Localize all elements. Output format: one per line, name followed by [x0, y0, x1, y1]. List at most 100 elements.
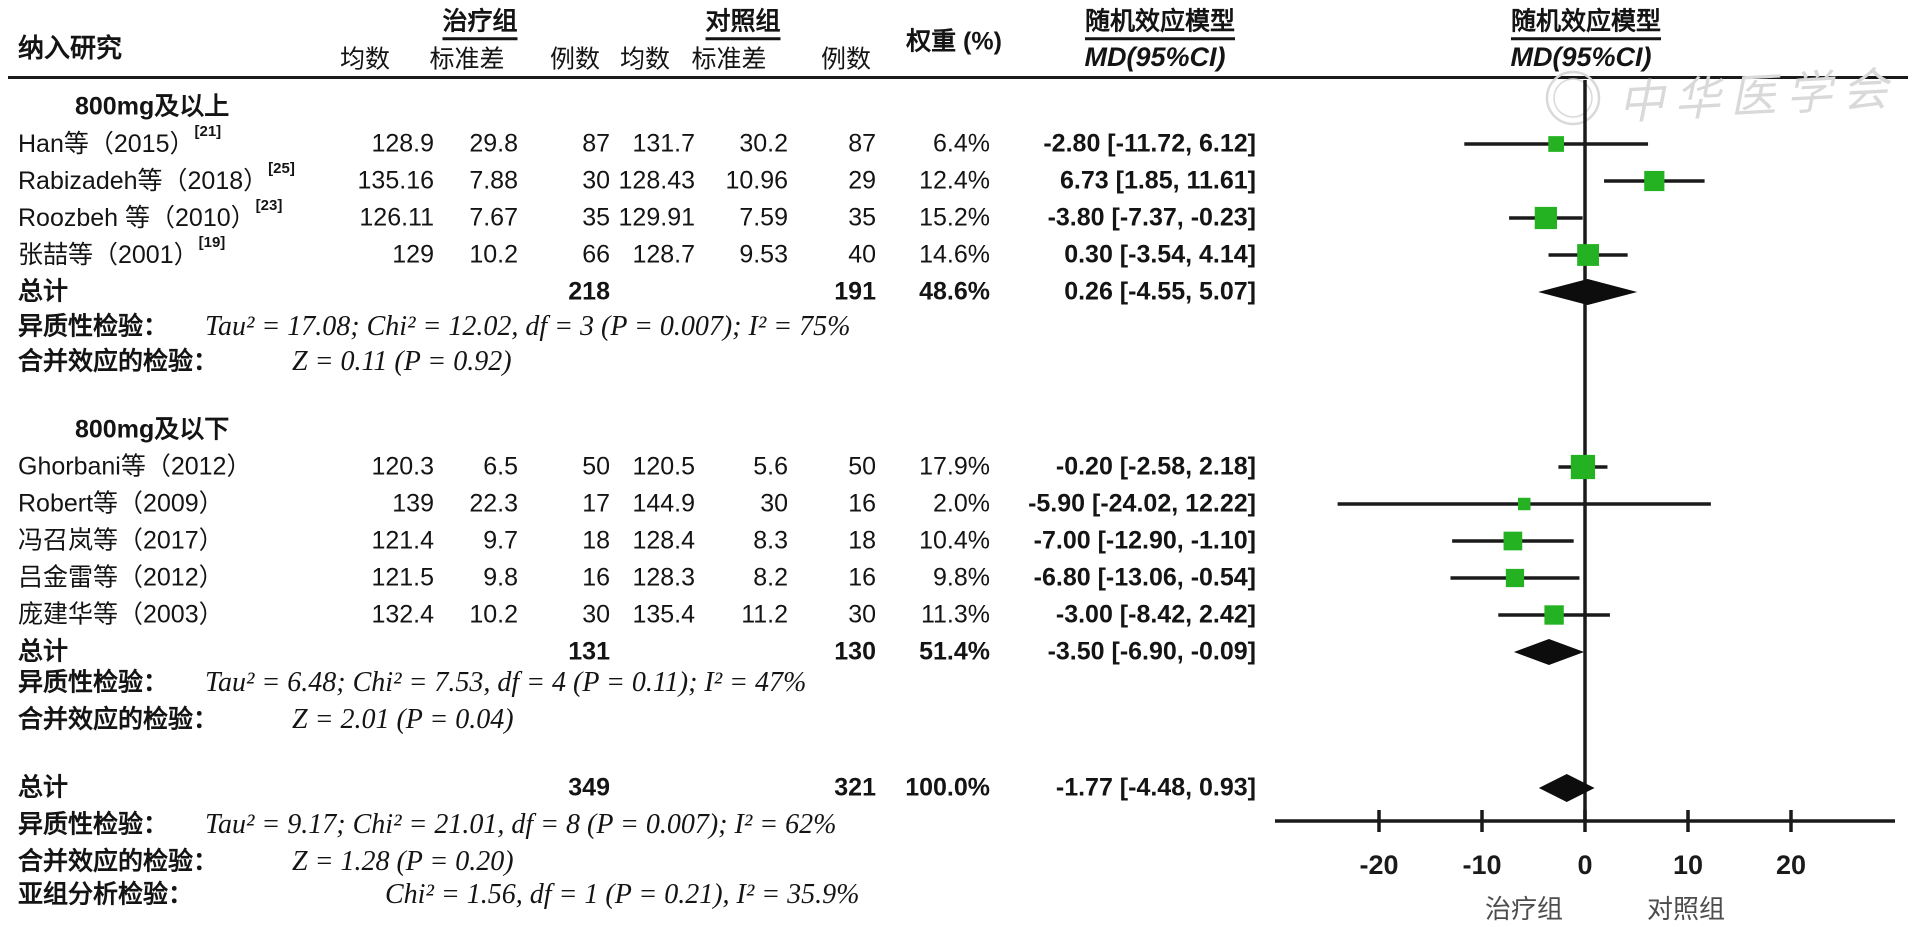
cell-treat-n: 17 [582, 489, 610, 518]
cell-control-n: 16 [848, 563, 876, 592]
cell-treat-n: 131 [568, 637, 610, 666]
treat-n-header: 例数 [549, 45, 601, 74]
heterogeneity-label: 异质性检验： [18, 312, 169, 341]
cell-control-mean: 120.5 [632, 452, 695, 481]
cell-treat-mean: 129 [392, 240, 434, 269]
treatment-group-header: 治疗组 [442, 8, 518, 40]
cell-weight: 51.4% [919, 637, 990, 666]
cell-treat-sd: 7.88 [469, 166, 518, 195]
effect-marker [1517, 497, 1531, 511]
study-name: Rabizadeh等（2018）[25] [18, 160, 295, 196]
cell-md-ci: 0.26 [-4.55, 5.07] [1064, 277, 1256, 306]
cell-treat-mean: 126.11 [359, 203, 434, 232]
study-ref: [19] [198, 234, 226, 252]
cell-treat-sd: 29.8 [469, 129, 518, 158]
study-name: Han等（2015）[21] [18, 123, 222, 159]
cell-treat-mean: 121.5 [371, 563, 434, 592]
cell-treat-n: 66 [582, 240, 610, 269]
cell-treat-mean: 120.3 [371, 452, 434, 481]
subtotal-label: 总计 [18, 277, 69, 306]
axis-label-control: 对照组 [1647, 894, 1725, 924]
overall_effect-formula: Z = 0.11 (P = 0.92) [292, 346, 512, 377]
cell-md-ci: 0.30 [-3.54, 4.14] [1064, 240, 1256, 269]
study-name: 冯召岚等（2017） [18, 526, 224, 555]
effect-marker [1534, 206, 1557, 230]
subgroup_test-label: 亚组分析检验： [18, 880, 194, 909]
cell-md-ci: -6.80 [-13.06, -0.54] [1033, 563, 1256, 592]
cell-weight: 100.0% [905, 773, 990, 802]
cell-control-n: 16 [848, 489, 876, 518]
cell-md-ci: -3.80 [-7.37, -0.23] [1047, 203, 1256, 232]
cell-treat-n: 349 [568, 773, 610, 802]
control-mean-header: 均数 [619, 45, 671, 74]
study-ref: [25] [268, 160, 295, 178]
subgroup_test-formula: Chi² = 1.56, df = 1 (P = 0.21), I² = 35.… [385, 879, 860, 910]
cell-control-mean: 128.43 [618, 166, 695, 195]
cell-treat-mean: 121.4 [371, 526, 434, 555]
cell-treat-n: 16 [582, 563, 610, 592]
study-name: 张喆等（2001）[19] [18, 234, 226, 270]
cell-treat-n: 218 [568, 277, 610, 306]
model-header-right: 随机效应模型 [1510, 8, 1662, 40]
watermark-text: 中华医学会 [1617, 61, 1899, 130]
effect-header-left: MD(95%CI) [1084, 42, 1226, 73]
cell-weight: 12.4% [919, 166, 990, 195]
cell-control-sd: 8.3 [753, 526, 788, 555]
cell-weight: 2.0% [933, 489, 990, 518]
study-name: Ghorbani等（2012） [18, 452, 252, 481]
cell-md-ci: -7.00 [-12.90, -1.10] [1033, 526, 1256, 555]
cell-treat-n: 50 [582, 452, 610, 481]
header-divider-line [8, 76, 1908, 79]
cell-control-n: 18 [848, 526, 876, 555]
cell-control-sd: 5.6 [753, 452, 788, 481]
heterogeneity-formula: Tau² = 9.17; Chi² = 21.01, df = 8 (P = 0… [205, 809, 837, 840]
cell-control-mean: 128.3 [632, 563, 695, 592]
heterogeneity-formula: Tau² = 6.48; Chi² = 7.53, df = 4 (P = 0.… [205, 667, 807, 698]
cell-treat-sd: 7.67 [469, 203, 518, 232]
cell-weight: 9.8% [933, 563, 990, 592]
cell-md-ci: -0.20 [-2.58, 2.18] [1055, 452, 1256, 481]
cell-treat-sd: 9.7 [483, 526, 518, 555]
cell-md-ci: -2.80 [-11.72, 6.12] [1043, 129, 1256, 158]
overall_effect-formula: Z = 1.28 (P = 0.20) [292, 846, 514, 877]
cell-control-n: 35 [848, 203, 876, 232]
cell-control-n: 87 [848, 129, 876, 158]
cell-weight: 6.4% [933, 129, 990, 158]
cell-treat-n: 18 [582, 526, 610, 555]
cell-weight: 48.6% [919, 277, 990, 306]
study-name: Roozbeh 等（2010）[23] [18, 197, 283, 233]
cell-treat-mean: 132.4 [371, 600, 434, 629]
treat-sd-header: 标准差 [429, 45, 505, 74]
cell-control-n: 321 [834, 773, 876, 802]
cell-md-ci: -3.50 [-6.90, -0.09] [1047, 637, 1256, 666]
subgroup-label: 800mg及以下 [75, 415, 230, 444]
tick-label: 0 [1577, 850, 1592, 880]
model-header-left: 随机效应模型 [1084, 8, 1236, 40]
study-name: Robert等（2009） [18, 489, 224, 518]
cell-treat-sd: 9.8 [483, 563, 518, 592]
cell-md-ci: -3.00 [-8.42, 2.42] [1055, 600, 1256, 629]
heterogeneity-label: 异质性检验： [18, 668, 169, 697]
cell-treat-mean: 135.16 [357, 166, 434, 195]
study-column-header: 纳入研究 [18, 33, 123, 63]
effect-header-right: MD(95%CI) [1510, 42, 1652, 73]
cell-treat-sd: 10.2 [469, 600, 518, 629]
effect-marker [1544, 605, 1564, 625]
cell-control-mean: 135.4 [632, 600, 695, 629]
cell-control-sd: 30.2 [739, 129, 788, 158]
cell-treat-sd: 10.2 [469, 240, 518, 269]
watermark-logo-inner [1553, 78, 1593, 118]
cell-md-ci: -1.77 [-4.48, 0.93] [1055, 773, 1256, 802]
cell-treat-n: 35 [582, 203, 610, 232]
overall_effect-formula: Z = 2.01 (P = 0.04) [292, 704, 514, 735]
effect-marker [1577, 244, 1599, 266]
cell-control-mean: 128.4 [632, 526, 695, 555]
cell-weight: 11.3% [920, 600, 990, 629]
cell-treat-mean: 128.9 [371, 129, 434, 158]
watermark-logo [1545, 70, 1601, 126]
study-name: 庞建华等（2003） [18, 600, 224, 629]
cell-weight: 15.2% [919, 203, 990, 232]
cell-control-sd: 11.2 [741, 600, 788, 629]
